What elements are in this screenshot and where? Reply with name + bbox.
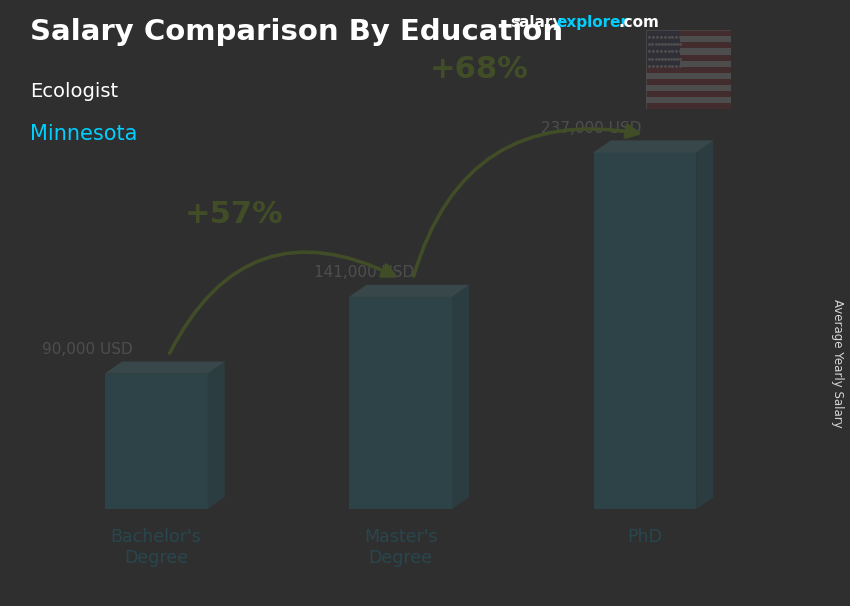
Text: 141,000 USD: 141,000 USD bbox=[314, 265, 414, 281]
Bar bbox=[646, 97, 731, 103]
Bar bbox=[646, 73, 731, 79]
Text: Average Yearly Salary: Average Yearly Salary bbox=[830, 299, 844, 428]
Polygon shape bbox=[696, 141, 713, 509]
Bar bbox=[646, 79, 731, 85]
Bar bbox=[646, 91, 731, 97]
Bar bbox=[646, 61, 731, 67]
Polygon shape bbox=[105, 374, 207, 509]
Polygon shape bbox=[207, 362, 224, 509]
Text: 90,000 USD: 90,000 USD bbox=[42, 342, 133, 357]
Text: 237,000 USD: 237,000 USD bbox=[541, 121, 642, 136]
Text: Ecologist: Ecologist bbox=[30, 82, 118, 101]
Polygon shape bbox=[593, 141, 713, 153]
Polygon shape bbox=[105, 362, 224, 374]
Bar bbox=[646, 67, 731, 73]
Polygon shape bbox=[349, 297, 452, 509]
Bar bbox=[646, 30, 680, 67]
Bar bbox=[646, 103, 731, 109]
Bar bbox=[646, 55, 731, 61]
Text: .com: .com bbox=[619, 15, 660, 30]
Text: +68%: +68% bbox=[429, 55, 528, 84]
Bar bbox=[646, 48, 731, 55]
Text: +57%: +57% bbox=[185, 199, 284, 228]
Polygon shape bbox=[593, 153, 696, 509]
Text: salary: salary bbox=[510, 15, 563, 30]
Bar bbox=[646, 42, 731, 48]
Bar bbox=[646, 36, 731, 42]
Polygon shape bbox=[349, 285, 469, 297]
Bar bbox=[646, 30, 731, 36]
Bar bbox=[646, 85, 731, 91]
Polygon shape bbox=[452, 285, 469, 509]
Text: Minnesota: Minnesota bbox=[30, 124, 137, 144]
Text: Salary Comparison By Education: Salary Comparison By Education bbox=[30, 18, 563, 46]
Text: explorer: explorer bbox=[557, 15, 629, 30]
